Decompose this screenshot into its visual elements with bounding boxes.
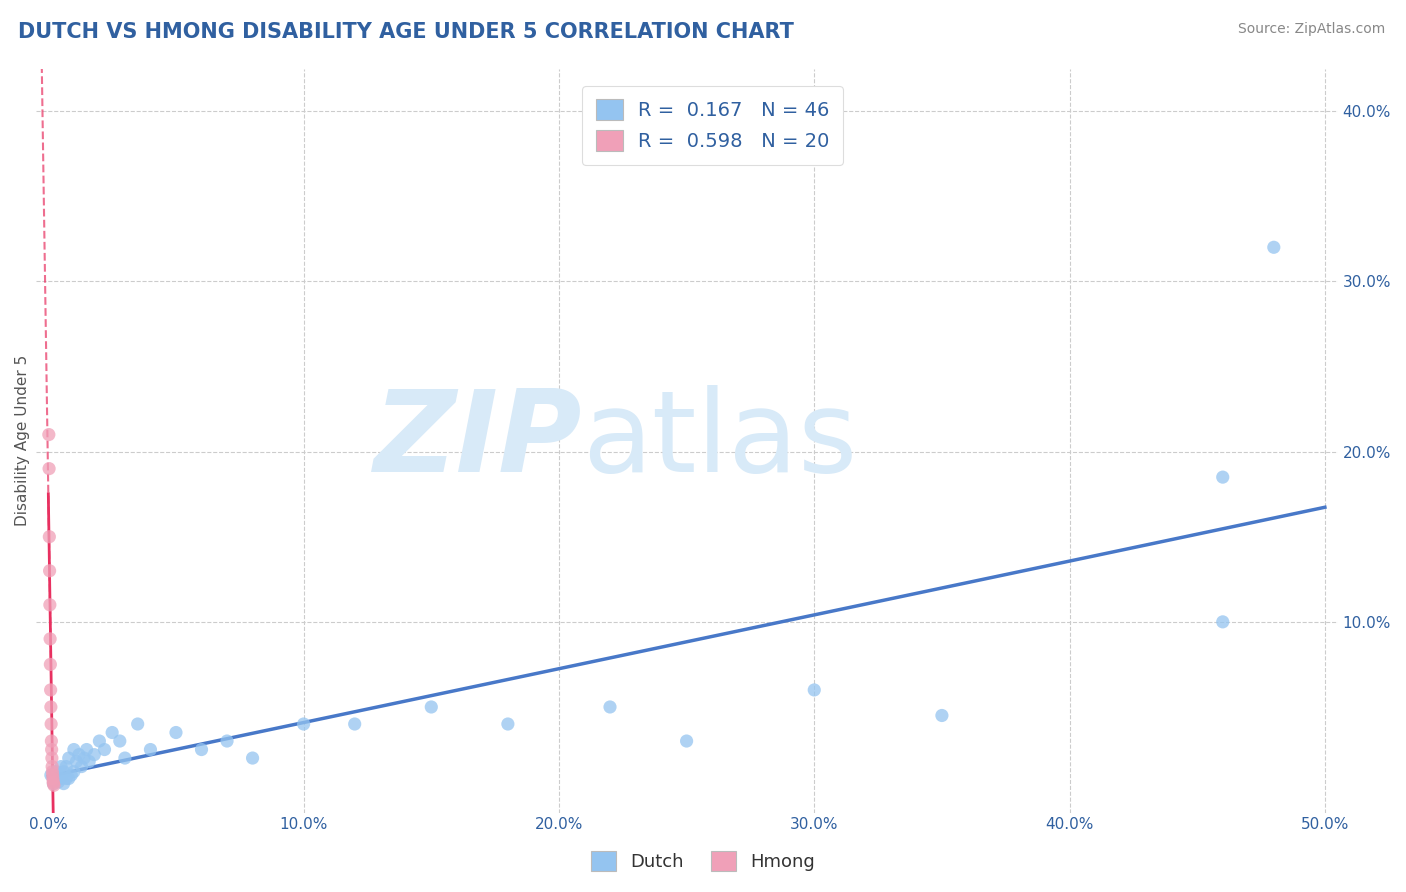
Point bbox=[45, 764, 67, 779]
Point bbox=[67, 747, 90, 762]
Point bbox=[114, 751, 136, 765]
Point bbox=[39, 768, 62, 782]
Point bbox=[49, 759, 72, 773]
Text: Source: ZipAtlas.com: Source: ZipAtlas.com bbox=[1237, 22, 1385, 37]
Y-axis label: Disability Age Under 5: Disability Age Under 5 bbox=[15, 355, 30, 526]
Point bbox=[420, 700, 443, 714]
Point bbox=[38, 427, 60, 442]
Point bbox=[242, 751, 264, 765]
Point bbox=[38, 461, 60, 475]
Point bbox=[89, 734, 111, 748]
Point bbox=[42, 772, 65, 786]
Point bbox=[55, 772, 77, 786]
Point bbox=[931, 708, 953, 723]
Point bbox=[45, 772, 67, 786]
Point bbox=[73, 751, 96, 765]
Point bbox=[41, 759, 63, 773]
Point bbox=[58, 751, 80, 765]
Point bbox=[108, 734, 131, 748]
Text: atlas: atlas bbox=[582, 385, 858, 496]
Point bbox=[42, 776, 65, 790]
Point bbox=[1212, 615, 1234, 629]
Point bbox=[41, 742, 63, 756]
Point bbox=[292, 717, 315, 731]
Point bbox=[1263, 240, 1285, 254]
Point bbox=[93, 742, 115, 756]
Point bbox=[83, 747, 105, 762]
Point bbox=[41, 751, 63, 765]
Point bbox=[77, 755, 100, 769]
Point bbox=[52, 764, 75, 779]
Legend: R =  0.167   N = 46, R =  0.598   N = 20: R = 0.167 N = 46, R = 0.598 N = 20 bbox=[582, 86, 844, 165]
Point bbox=[38, 598, 60, 612]
Point bbox=[39, 700, 62, 714]
Point bbox=[70, 759, 93, 773]
Point bbox=[41, 768, 63, 782]
Point bbox=[127, 717, 149, 731]
Point bbox=[41, 764, 63, 779]
Point bbox=[58, 772, 80, 786]
Point bbox=[39, 632, 62, 646]
Point bbox=[139, 742, 162, 756]
Point bbox=[41, 734, 63, 748]
Point bbox=[42, 778, 65, 792]
Point bbox=[101, 725, 124, 739]
Point bbox=[39, 657, 62, 672]
Point bbox=[599, 700, 621, 714]
Point bbox=[496, 717, 519, 731]
Point bbox=[48, 768, 70, 782]
Point bbox=[48, 775, 70, 789]
Point bbox=[803, 682, 825, 697]
Point bbox=[52, 776, 75, 790]
Text: DUTCH VS HMONG DISABILITY AGE UNDER 5 CORRELATION CHART: DUTCH VS HMONG DISABILITY AGE UNDER 5 CO… bbox=[18, 22, 794, 42]
Point bbox=[215, 734, 238, 748]
Point bbox=[65, 755, 87, 769]
Point bbox=[38, 530, 60, 544]
Point bbox=[343, 717, 366, 731]
Legend: Dutch, Hmong: Dutch, Hmong bbox=[583, 844, 823, 879]
Point bbox=[675, 734, 697, 748]
Point bbox=[63, 764, 86, 779]
Point bbox=[76, 742, 98, 756]
Point bbox=[38, 564, 60, 578]
Point bbox=[42, 775, 65, 789]
Point bbox=[55, 759, 77, 773]
Point bbox=[1212, 470, 1234, 484]
Point bbox=[60, 768, 83, 782]
Point bbox=[42, 776, 65, 790]
Text: ZIP: ZIP bbox=[374, 385, 582, 496]
Point bbox=[63, 742, 86, 756]
Point bbox=[49, 772, 72, 786]
Point bbox=[39, 682, 62, 697]
Point bbox=[190, 742, 212, 756]
Point bbox=[165, 725, 187, 739]
Point bbox=[39, 717, 62, 731]
